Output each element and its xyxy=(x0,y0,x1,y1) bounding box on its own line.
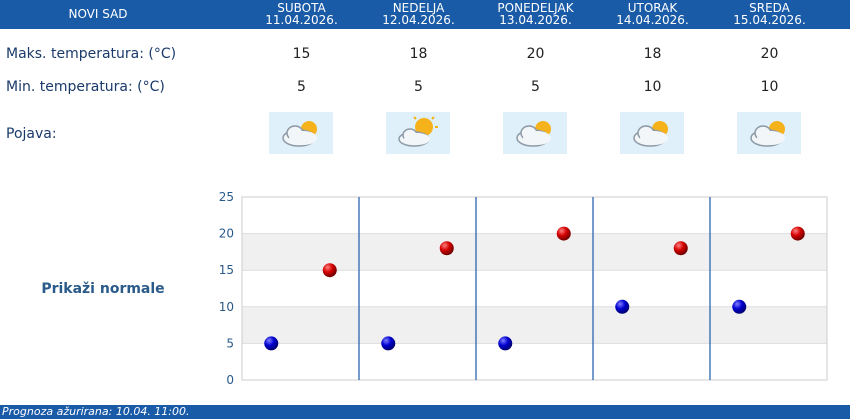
day-name: SREDA xyxy=(749,1,790,15)
min-temp-value: 5 xyxy=(297,79,306,95)
day-header: SREDA 15.04.2026. xyxy=(711,2,828,26)
partly-cloudy-icon xyxy=(737,112,801,154)
max-temp-value: 20 xyxy=(760,46,779,62)
min-temp-value: 5 xyxy=(531,79,540,95)
max-temp-marker xyxy=(322,263,337,278)
chart-band xyxy=(242,197,827,234)
day-header: UTORAK 14.04.2026. xyxy=(594,2,711,26)
min-temp-marker xyxy=(381,336,396,351)
footer-bar: Prognoza ažurirana: 10.04. 11:00. xyxy=(0,405,850,419)
max-temp-label: Maks. temperatura: (°C) xyxy=(6,46,177,62)
show-normals-link[interactable]: Prikaži normale xyxy=(41,281,165,297)
day-name: PONEDELJAK xyxy=(497,1,574,15)
max-temp-value: 18 xyxy=(643,46,662,62)
forecast-updated-text: Prognoza ažurirana: 10.04. 11:00. xyxy=(2,405,190,418)
max-temp-value: 15 xyxy=(292,46,311,62)
min-temp-value: 10 xyxy=(760,79,779,95)
day-date: 13.04.2026. xyxy=(499,13,572,27)
partly-cloudy-icon xyxy=(269,112,333,154)
max-temp-marker xyxy=(439,241,454,256)
chart-band xyxy=(242,306,827,344)
chart-band xyxy=(242,343,827,380)
sun-behind-cloud-icon xyxy=(386,112,450,154)
max-temp-value: 20 xyxy=(526,46,545,62)
partly-cloudy-icon xyxy=(503,112,567,154)
y-tick-label: 5 xyxy=(226,336,234,350)
day-header: PONEDELJAK 13.04.2026. xyxy=(477,2,594,26)
max-temp-value: 18 xyxy=(409,46,428,62)
y-tick-label: 0 xyxy=(226,373,234,387)
day-name: NEDELJA xyxy=(392,1,445,15)
min-temp-marker xyxy=(264,336,279,351)
phenomenon-label: Pojava: xyxy=(6,126,57,142)
y-tick-label: 10 xyxy=(219,300,234,314)
chart-band xyxy=(242,233,827,271)
min-temp-marker xyxy=(732,299,747,314)
partly-cloudy-icon xyxy=(620,112,684,154)
y-tick-label: 15 xyxy=(219,263,234,277)
day-header: NEDELJA 12.04.2026. xyxy=(360,2,477,26)
day-name: UTORAK xyxy=(627,1,678,15)
min-temp-marker xyxy=(615,299,630,314)
max-temp-marker xyxy=(673,241,688,256)
day-header: SUBOTA 11.04.2026. xyxy=(243,2,360,26)
header-bar: NOVI SAD SUBOTA 11.04.2026. NEDELJA 12.0… xyxy=(0,0,850,29)
y-tick-label: 20 xyxy=(219,227,234,241)
day-date: 11.04.2026. xyxy=(265,13,338,27)
y-tick-label: 25 xyxy=(219,190,234,204)
day-date: 14.04.2026. xyxy=(616,13,689,27)
day-date: 12.04.2026. xyxy=(382,13,455,27)
min-temp-value: 10 xyxy=(643,79,662,95)
chart-band xyxy=(242,270,827,307)
min-temp-marker xyxy=(498,336,513,351)
day-name: SUBOTA xyxy=(277,1,326,15)
min-temp-value: 5 xyxy=(414,79,423,95)
plot-border xyxy=(241,196,828,381)
max-temp-marker xyxy=(556,226,571,241)
max-temp-marker xyxy=(790,226,805,241)
city-name: NOVI SAD xyxy=(68,7,128,21)
day-date: 15.04.2026. xyxy=(733,13,806,27)
min-temp-label: Min. temperatura: (°C) xyxy=(6,79,165,95)
